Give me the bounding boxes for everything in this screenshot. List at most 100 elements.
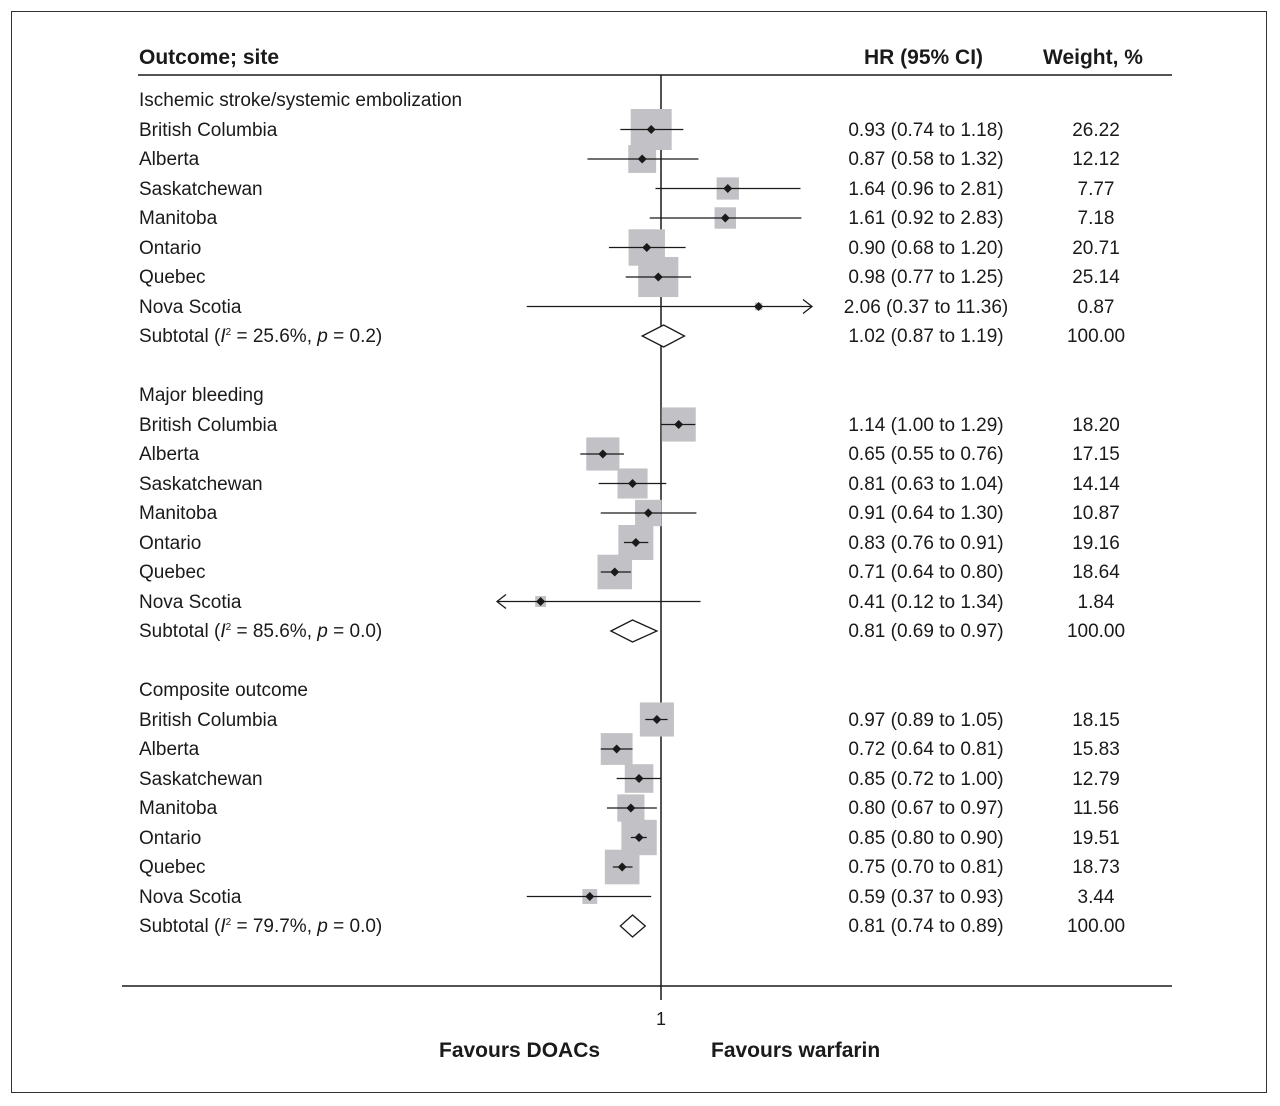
forest-marks xyxy=(495,109,814,938)
row-hr-ci: 0.80 (0.67 to 0.97) xyxy=(848,798,1004,819)
row-weight: 26.22 xyxy=(1072,119,1120,141)
row-weight: 12.12 xyxy=(1072,149,1120,170)
point-estimate-marker xyxy=(628,479,638,488)
subtotal-p-symbol: p xyxy=(317,621,328,642)
subtotal-p-rest: = 0.0) xyxy=(327,916,383,937)
subtotal-label-prefix: Subtotal ( xyxy=(139,326,221,347)
row-hr-ci: 0.97 (0.89 to 1.05) xyxy=(848,709,1004,731)
row-site-label: Saskatchewan xyxy=(139,768,263,790)
row-site-label: Saskatchewan xyxy=(139,178,263,200)
subtotal-label-prefix: Subtotal ( xyxy=(139,916,221,937)
row-hr-ci: 0.65 (0.55 to 0.76) xyxy=(848,444,1004,465)
row-hr-ci: 0.72 (0.64 to 0.81) xyxy=(848,739,1004,760)
subtotal-weight: 100.00 xyxy=(1066,621,1126,642)
point-estimate-marker xyxy=(653,272,663,282)
row-hr-ci: 0.87 (0.58 to 1.32) xyxy=(848,149,1004,170)
row-site-label: Quebec xyxy=(139,857,206,878)
subtotal-p-symbol: p xyxy=(317,326,328,347)
header-weight: Weight, % xyxy=(1043,46,1143,69)
group-title: Composite outcome xyxy=(139,680,308,701)
subtotal-hr-ci: 1.02 (0.87 to 1.19) xyxy=(848,326,1004,347)
subtotal-label: Subtotal (I2 = 85.6%, p = 0.0) xyxy=(139,622,382,641)
point-estimate-marker xyxy=(598,449,608,459)
row-site-label: Nova Scotia xyxy=(139,886,242,908)
row-hr-ci: 0.83 (0.76 to 0.91) xyxy=(848,532,1004,554)
row-site-label: Quebec xyxy=(139,562,206,583)
row-site-label: Alberta xyxy=(139,739,200,760)
row-weight: 18.64 xyxy=(1072,562,1120,583)
row-site-label: Ontario xyxy=(139,532,202,554)
row-weight: 15.83 xyxy=(1072,739,1120,760)
point-estimate-marker xyxy=(610,567,620,577)
favours-warfarin-label: Favours warfarin xyxy=(711,1039,881,1062)
row-site-label: Alberta xyxy=(139,149,200,170)
point-estimate-marker xyxy=(626,803,636,813)
subtotal-weight: 100.00 xyxy=(1066,326,1126,347)
row-weight: 12.79 xyxy=(1072,768,1120,790)
point-estimate-marker xyxy=(612,744,622,754)
row-site-label: Nova Scotia xyxy=(139,591,242,613)
row-hr-ci: 0.81 (0.63 to 1.04) xyxy=(848,473,1004,495)
subtotal-i2-rest: = 85.6%, xyxy=(231,621,318,642)
subtotal-i2-symbol: I xyxy=(220,916,226,937)
row-weight: 19.16 xyxy=(1072,532,1120,554)
subtotal-i2-sup: 2 xyxy=(225,622,232,633)
point-estimate-marker xyxy=(652,715,662,724)
point-estimate-marker xyxy=(643,508,653,518)
point-estimate-marker xyxy=(634,774,644,783)
subtotal-label-prefix: Subtotal ( xyxy=(139,621,221,642)
subtotal-diamond xyxy=(640,324,686,348)
subtotal-i2-symbol: I xyxy=(220,621,226,642)
subtotal-p-rest: = 0.2) xyxy=(327,326,383,347)
subtotal-i2-rest: = 25.6%, xyxy=(231,326,318,347)
point-estimate-marker xyxy=(637,154,647,164)
row-weight: 20.71 xyxy=(1072,237,1120,259)
group-title: Major bleeding xyxy=(139,385,264,406)
row-weight: 14.14 xyxy=(1072,473,1120,495)
point-estimate-marker xyxy=(585,892,595,901)
subtotal-i2-rest: = 79.7%, xyxy=(231,916,318,937)
group-title: Ischemic stroke/systemic embolization xyxy=(139,90,463,111)
subtotal-i2-symbol: I xyxy=(220,326,226,347)
subtotal-diamond xyxy=(619,914,647,938)
row-weight: 19.51 xyxy=(1072,827,1120,849)
row-weight: 1.84 xyxy=(1077,591,1115,613)
point-estimate-marker xyxy=(720,213,730,223)
point-estimate-marker xyxy=(617,862,627,872)
row-hr-ci: 0.85 (0.72 to 1.00) xyxy=(848,768,1004,790)
point-estimate-marker xyxy=(674,420,684,429)
subtotal-diamond xyxy=(609,619,659,643)
row-site-label: Alberta xyxy=(139,444,200,465)
point-estimate-marker xyxy=(536,597,546,606)
row-hr-ci: 0.75 (0.70 to 0.81) xyxy=(848,857,1004,878)
figure-frame xyxy=(11,11,1267,1093)
row-site-label: Manitoba xyxy=(139,798,218,819)
row-weight: 18.15 xyxy=(1072,709,1120,731)
subtotal-label: Subtotal (I2 = 79.7%, p = 0.0) xyxy=(139,917,382,936)
row-weight: 25.14 xyxy=(1072,267,1120,288)
row-hr-ci: 0.85 (0.80 to 0.90) xyxy=(848,827,1004,849)
row-site-label: Manitoba xyxy=(139,208,218,229)
subtotal-label: Subtotal (I2 = 25.6%, p = 0.2) xyxy=(139,327,382,346)
row-site-label: Ontario xyxy=(139,237,202,259)
point-estimate-marker xyxy=(642,243,652,252)
ci-arrow-left xyxy=(495,593,507,610)
subtotal-hr-ci: 0.81 (0.69 to 0.97) xyxy=(848,621,1004,642)
favours-doacs-label: Favours DOACs xyxy=(439,1039,601,1062)
subtotal-i2-sup: 2 xyxy=(225,327,232,338)
row-hr-ci: 1.64 (0.96 to 2.81) xyxy=(848,178,1004,200)
row-weight: 17.15 xyxy=(1072,444,1120,465)
row-hr-ci: 0.91 (0.64 to 1.30) xyxy=(848,503,1004,524)
row-weight: 7.18 xyxy=(1077,208,1115,229)
row-weight: 18.73 xyxy=(1072,857,1120,878)
row-hr-ci: 0.93 (0.74 to 1.18) xyxy=(848,119,1004,141)
row-weight: 3.44 xyxy=(1077,886,1115,908)
row-site-label: Quebec xyxy=(139,267,206,288)
row-site-label: Manitoba xyxy=(139,503,218,524)
row-weight: 10.87 xyxy=(1072,503,1120,524)
header-outcome-site: Outcome; site xyxy=(139,46,280,69)
row-weight: 18.20 xyxy=(1072,414,1120,436)
row-hr-ci: 0.71 (0.64 to 0.80) xyxy=(848,562,1004,583)
row-hr-ci: 1.14 (1.00 to 1.29) xyxy=(848,414,1004,436)
